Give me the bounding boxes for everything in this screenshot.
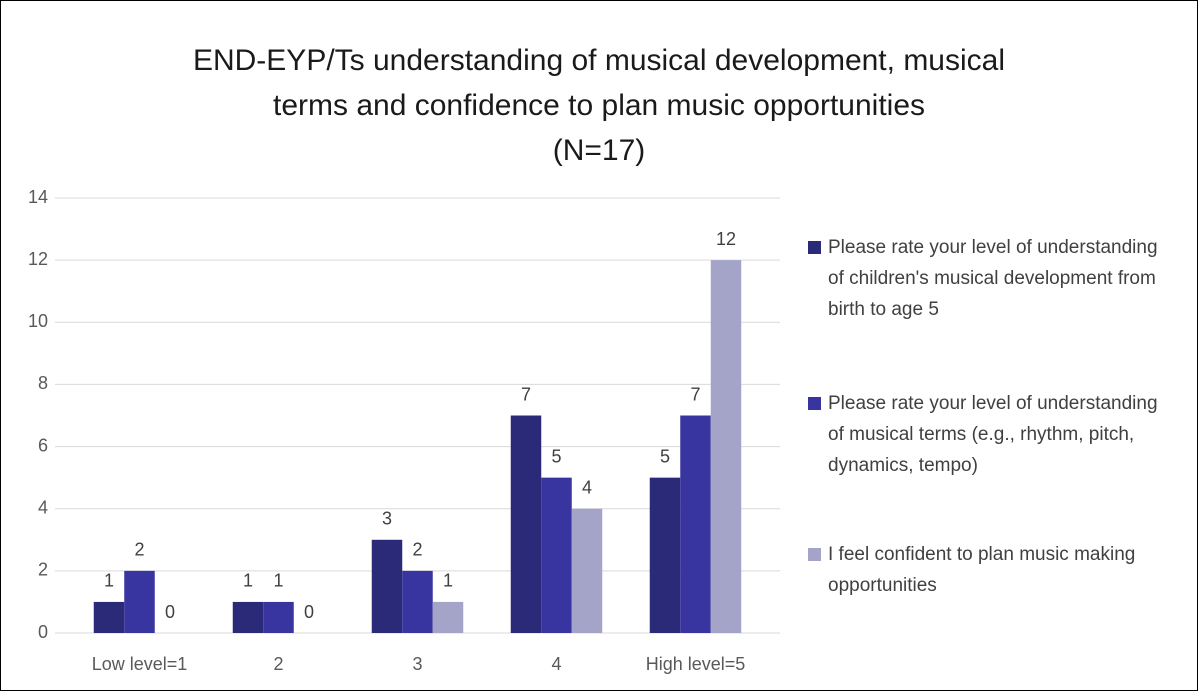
y-tick-label: 0	[38, 622, 48, 642]
bar	[680, 415, 711, 633]
y-tick-label: 6	[38, 435, 48, 455]
y-tick-label: 4	[38, 497, 48, 517]
y-tick-label: 8	[38, 373, 48, 393]
bar	[649, 477, 681, 633]
bar	[710, 260, 742, 633]
y-tick-label: 12	[28, 249, 48, 269]
chart-title: END-EYP/Ts understanding of musical deve…	[192, 44, 1006, 167]
bar	[541, 477, 572, 633]
data-label: 2	[412, 540, 422, 560]
bar	[263, 601, 294, 633]
data-label: 12	[716, 229, 736, 249]
data-label: 5	[551, 446, 561, 466]
bar	[93, 601, 125, 633]
legend-label: Please rate your level of understanding …	[828, 237, 1158, 320]
legend-item: Please rate your level of understanding …	[808, 232, 1178, 325]
x-tick-label: 3	[412, 654, 422, 674]
bar	[371, 539, 403, 633]
data-label: 1	[243, 571, 253, 591]
legend-swatch	[808, 397, 821, 410]
data-label: 0	[165, 602, 175, 622]
legend-item: Please rate your level of understanding …	[808, 388, 1178, 481]
legend-label: I feel confident to plan music making op…	[828, 544, 1136, 596]
bar	[571, 508, 603, 633]
y-tick-label: 10	[28, 311, 48, 331]
data-label: 4	[582, 477, 592, 497]
legend-item: I feel confident to plan music making op…	[808, 539, 1178, 601]
data-label: 2	[134, 540, 144, 560]
x-tick-label: High level=5	[646, 654, 746, 674]
data-label: 1	[443, 571, 453, 591]
data-label: 7	[521, 384, 531, 404]
legend-swatch	[808, 241, 821, 254]
data-label: 1	[273, 571, 283, 591]
bar	[432, 601, 464, 633]
bar	[402, 570, 433, 633]
y-tick-label: 2	[38, 560, 48, 580]
data-label: 3	[382, 509, 392, 529]
x-tick-label: 4	[551, 654, 561, 674]
y-tick-label: 14	[28, 187, 48, 207]
data-label: 1	[104, 571, 114, 591]
bar	[510, 415, 542, 633]
x-tick-label: Low level=1	[92, 654, 188, 674]
bar	[124, 570, 155, 633]
legend-label: Please rate your level of understanding …	[828, 393, 1158, 476]
data-label: 0	[304, 602, 314, 622]
data-label: 7	[690, 384, 700, 404]
bar	[232, 601, 264, 633]
data-label: 5	[660, 446, 670, 466]
legend-swatch	[808, 548, 821, 561]
x-tick-label: 2	[273, 654, 283, 674]
